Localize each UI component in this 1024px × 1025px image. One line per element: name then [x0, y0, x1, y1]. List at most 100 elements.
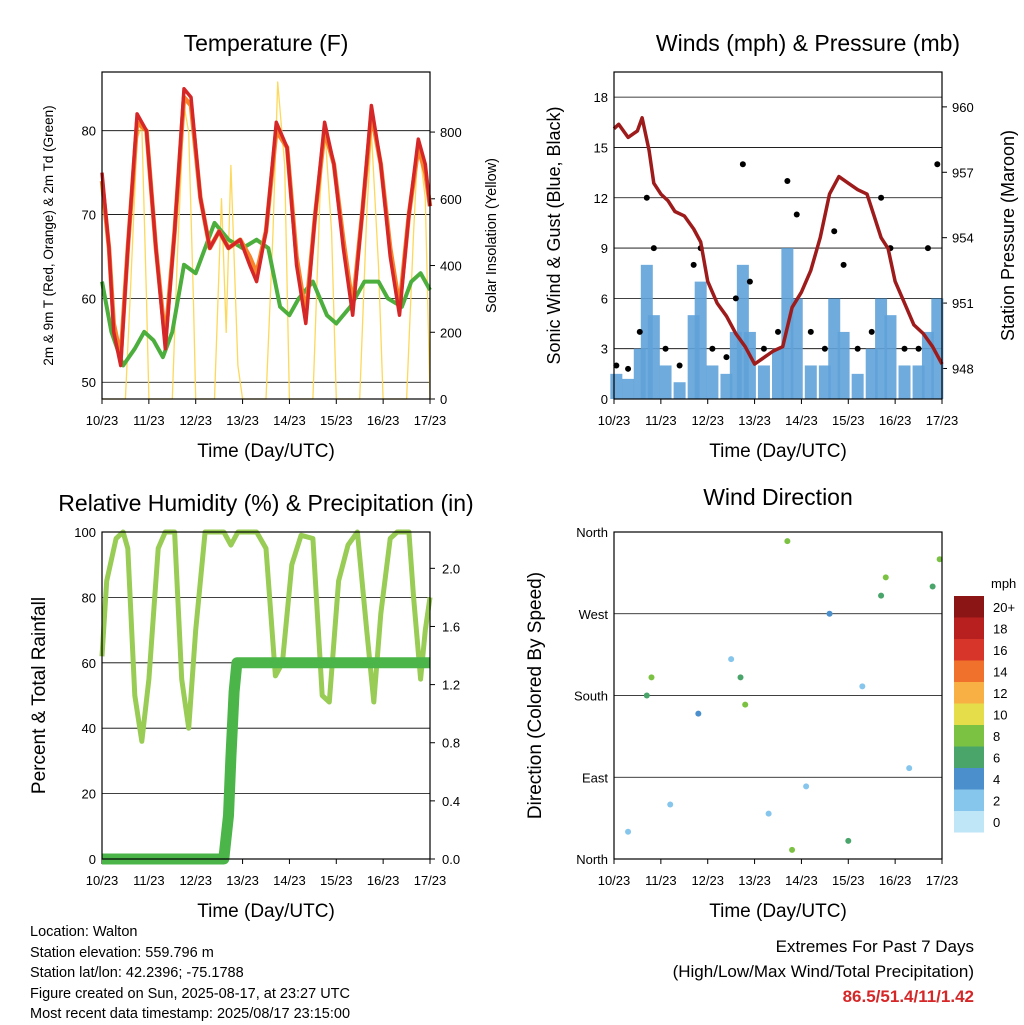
y-tick-label: West: [579, 607, 609, 622]
direction-point: [882, 574, 889, 581]
gust-point: [868, 328, 875, 335]
legend-label: 2: [993, 793, 1000, 808]
y-axis-label: Sonic Wind & Gust (Blue, Black): [544, 106, 564, 364]
x-tick-label: 17/23: [926, 873, 959, 888]
wind-mark: [694, 281, 707, 399]
gust-point: [807, 328, 814, 335]
panel-title: Wind Direction: [703, 484, 853, 510]
wind-mark: [790, 298, 803, 399]
wind-mark: [804, 365, 817, 399]
legend-label: 8: [993, 729, 1000, 744]
gust-point: [901, 345, 908, 352]
y2-tick-label: 200: [440, 325, 462, 340]
panel-title: Winds (mph) & Pressure (mb): [656, 30, 960, 56]
y-tick-label: 0: [89, 852, 96, 867]
wind-mark: [898, 365, 911, 399]
legend-label: 4: [993, 772, 1000, 787]
created-text: Figure created on Sun, 2025-08-17, at 23…: [30, 985, 350, 1002]
legend-swatch: [954, 768, 984, 790]
pressure-series: [612, 116, 944, 366]
gust-point: [613, 362, 620, 369]
x-tick-label: 13/23: [226, 873, 259, 888]
x-tick-label: 14/23: [273, 873, 306, 888]
y2-tick-label: 2.0: [442, 561, 460, 576]
x-tick-label: 13/23: [226, 413, 259, 428]
x-tick-label: 15/23: [832, 413, 865, 428]
gust-point: [821, 345, 828, 352]
panel-title: Relative Humidity (%) & Precipitation (i…: [58, 490, 473, 516]
legend-swatch: [954, 789, 984, 811]
y-tick-label: 80: [82, 124, 96, 139]
legend-label: 14: [993, 664, 1007, 679]
legend-swatch: [954, 746, 984, 768]
x-tick-label: 10/23: [86, 413, 119, 428]
y-axis-label: Direction (Colored By Speed): [525, 572, 546, 819]
gust-point: [709, 345, 716, 352]
wind-mark: [647, 315, 660, 399]
y-axis-label: Percent & Total Rainfall: [29, 597, 50, 794]
wind-mark: [818, 365, 831, 399]
gust-point: [831, 228, 838, 235]
panel-title: Temperature (F): [184, 30, 349, 56]
wind-mark: [851, 373, 864, 399]
direction-point: [906, 765, 913, 772]
x-axis-label: Time (Day/UTC): [709, 901, 847, 922]
gust-point: [746, 278, 753, 285]
y-tick-label: 6: [601, 291, 608, 306]
x-tick-label: 11/23: [645, 873, 677, 888]
latest-text: Most recent data timestamp: 2025/08/17 2…: [30, 1006, 351, 1022]
direction-point: [878, 592, 885, 599]
plot-frame: [613, 531, 943, 860]
y2-tick-label: 951: [952, 296, 974, 311]
x-tick-label: 10/23: [598, 873, 631, 888]
legend-swatch: [954, 617, 984, 639]
wind-mark: [706, 365, 719, 399]
direction-point: [789, 846, 796, 853]
gust-point: [924, 245, 931, 252]
legend-label: 16: [993, 643, 1007, 658]
gust-point: [739, 161, 746, 168]
x-tick-label: 14/23: [785, 873, 818, 888]
gust-point: [723, 354, 730, 361]
legend-swatch: [954, 639, 984, 661]
panel-1: Temperature (F) Time (Day/UTC) 10/23 11/23 1…: [41, 30, 500, 462]
direction-point: [643, 692, 650, 699]
y-tick-label: 12: [594, 191, 608, 206]
plot-frame: [613, 71, 943, 400]
legend-swatch: [954, 596, 984, 618]
direction-point: [695, 710, 702, 717]
y2-tick-label: 0.4: [442, 794, 460, 809]
gust-point: [878, 194, 885, 201]
y2-tick-label: 948: [952, 361, 974, 376]
wind-mark: [772, 348, 784, 399]
plot-frame: [101, 531, 431, 860]
x-tick-label: 17/23: [414, 873, 447, 888]
x-tick-label: 17/23: [926, 413, 959, 428]
wind-mark: [921, 331, 934, 399]
x-tick-label: 10/23: [86, 873, 119, 888]
y2-tick-label: 957: [952, 165, 974, 180]
wind-mark: [828, 298, 841, 399]
legend-label: 20+: [993, 600, 1015, 615]
direction-point: [929, 583, 936, 590]
y-tick-label: South: [574, 689, 608, 704]
y2-tick-label: 0: [440, 392, 447, 407]
x-tick-label: 12/23: [691, 413, 724, 428]
y-tick-label: 100: [74, 525, 96, 540]
wind-mark: [673, 382, 686, 399]
direction-point: [803, 783, 810, 790]
wind-mark: [912, 365, 925, 399]
legend-swatch: [954, 725, 984, 747]
y-tick-label: 70: [82, 208, 96, 223]
direction-point: [667, 801, 674, 808]
gust-point: [784, 178, 791, 184]
y-tick-label: 40: [82, 721, 96, 736]
y2-tick-label: 1.6: [442, 619, 460, 634]
y-tick-label: 80: [82, 590, 96, 605]
y2-tick-label: 0.0: [442, 852, 460, 867]
direction-point: [936, 556, 943, 563]
direction-point: [737, 674, 744, 681]
gust-point: [662, 345, 669, 352]
legend-label: 0: [993, 815, 1000, 830]
x-tick-label: 11/23: [645, 413, 677, 428]
